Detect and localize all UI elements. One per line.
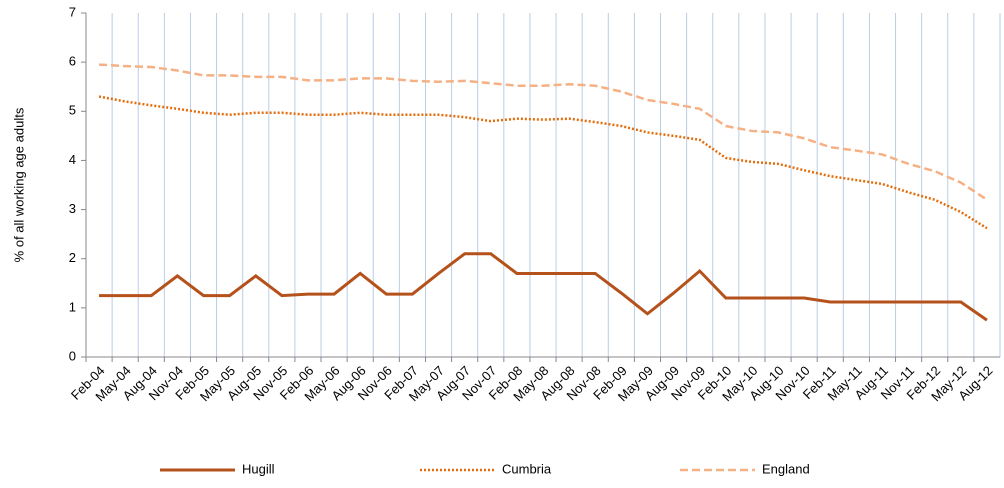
legend-label: Cumbria — [502, 461, 552, 476]
y-tick-label: 1 — [69, 299, 76, 314]
y-axis-title: % of all working age adults — [11, 107, 26, 262]
legend-label: England — [762, 461, 810, 476]
legend-label: Hugill — [242, 461, 275, 476]
y-tick-label: 4 — [69, 152, 76, 167]
y-tick-label: 5 — [69, 103, 76, 118]
series-line — [98, 63, 988, 201]
series-line — [98, 95, 988, 230]
y-tick-label: 2 — [69, 250, 76, 265]
y-tick-label: 7 — [69, 4, 76, 19]
series-line — [99, 252, 988, 322]
y-tick-label: 6 — [69, 54, 76, 69]
y-tick-label: 0 — [69, 348, 76, 363]
y-tick-label: 3 — [69, 201, 76, 216]
